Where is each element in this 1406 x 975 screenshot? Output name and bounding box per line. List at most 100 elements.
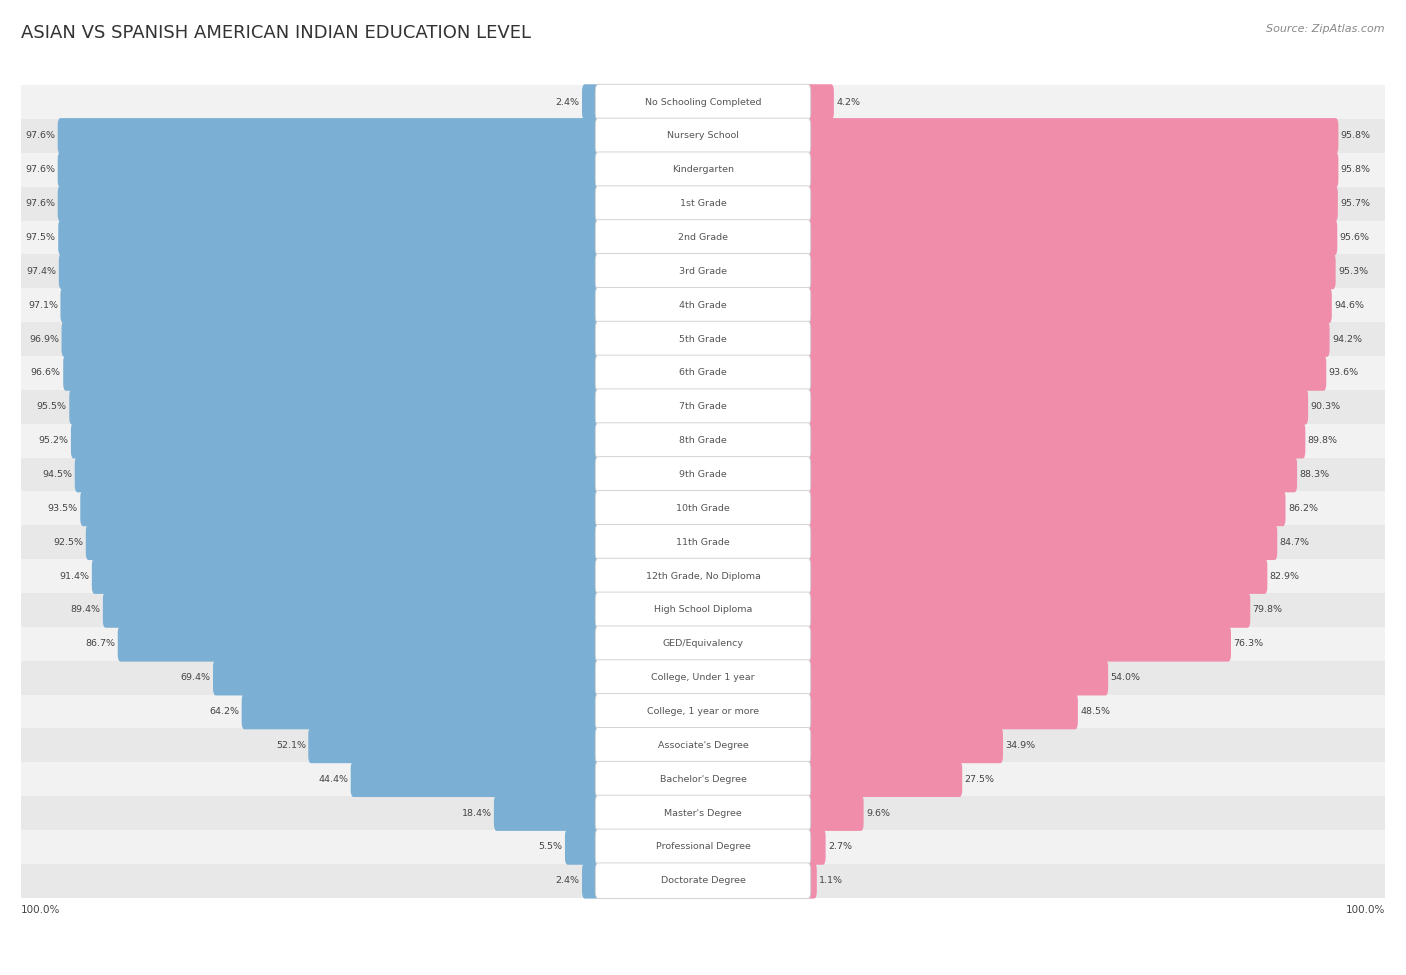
Text: 97.6%: 97.6% bbox=[25, 199, 55, 209]
FancyBboxPatch shape bbox=[63, 355, 600, 391]
FancyBboxPatch shape bbox=[595, 660, 811, 695]
Bar bbox=[21, 424, 1385, 457]
Text: Kindergarten: Kindergarten bbox=[672, 166, 734, 175]
FancyBboxPatch shape bbox=[595, 152, 811, 187]
Text: 88.3%: 88.3% bbox=[1299, 470, 1330, 479]
FancyBboxPatch shape bbox=[308, 727, 600, 763]
FancyBboxPatch shape bbox=[806, 186, 1339, 221]
FancyBboxPatch shape bbox=[595, 525, 811, 560]
Bar bbox=[21, 457, 1385, 491]
Text: 2nd Grade: 2nd Grade bbox=[678, 233, 728, 242]
FancyBboxPatch shape bbox=[75, 456, 600, 492]
Bar bbox=[21, 119, 1385, 153]
FancyBboxPatch shape bbox=[806, 829, 825, 865]
FancyBboxPatch shape bbox=[565, 829, 600, 865]
Text: 5th Grade: 5th Grade bbox=[679, 334, 727, 343]
FancyBboxPatch shape bbox=[58, 152, 600, 187]
FancyBboxPatch shape bbox=[806, 592, 1250, 628]
FancyBboxPatch shape bbox=[595, 796, 811, 831]
Text: 95.6%: 95.6% bbox=[1340, 233, 1369, 242]
FancyBboxPatch shape bbox=[103, 592, 600, 628]
Text: 93.6%: 93.6% bbox=[1329, 369, 1358, 377]
FancyBboxPatch shape bbox=[58, 118, 600, 154]
FancyBboxPatch shape bbox=[582, 863, 600, 899]
Text: 7th Grade: 7th Grade bbox=[679, 403, 727, 411]
Bar bbox=[21, 627, 1385, 661]
FancyBboxPatch shape bbox=[69, 389, 600, 425]
Bar bbox=[21, 153, 1385, 187]
FancyBboxPatch shape bbox=[595, 456, 811, 492]
FancyBboxPatch shape bbox=[582, 84, 600, 120]
FancyBboxPatch shape bbox=[494, 796, 600, 831]
FancyBboxPatch shape bbox=[70, 423, 600, 458]
FancyBboxPatch shape bbox=[59, 254, 600, 290]
Text: 86.2%: 86.2% bbox=[1288, 504, 1317, 513]
Text: 12th Grade, No Diploma: 12th Grade, No Diploma bbox=[645, 571, 761, 580]
FancyBboxPatch shape bbox=[86, 525, 600, 560]
Text: GED/Equivalency: GED/Equivalency bbox=[662, 640, 744, 648]
Text: 1st Grade: 1st Grade bbox=[679, 199, 727, 209]
Text: 97.6%: 97.6% bbox=[25, 166, 55, 175]
FancyBboxPatch shape bbox=[595, 321, 811, 357]
Text: 9th Grade: 9th Grade bbox=[679, 470, 727, 479]
Text: 27.5%: 27.5% bbox=[965, 775, 994, 784]
FancyBboxPatch shape bbox=[806, 389, 1308, 425]
Text: 8th Grade: 8th Grade bbox=[679, 436, 727, 446]
Text: Nursery School: Nursery School bbox=[666, 132, 740, 140]
FancyBboxPatch shape bbox=[806, 118, 1339, 154]
Bar bbox=[21, 559, 1385, 593]
Text: High School Diploma: High School Diploma bbox=[654, 605, 752, 614]
FancyBboxPatch shape bbox=[595, 761, 811, 797]
FancyBboxPatch shape bbox=[595, 727, 811, 763]
Text: 90.3%: 90.3% bbox=[1310, 403, 1341, 411]
FancyBboxPatch shape bbox=[806, 490, 1285, 526]
Text: 3rd Grade: 3rd Grade bbox=[679, 267, 727, 276]
FancyBboxPatch shape bbox=[595, 829, 811, 865]
Text: 52.1%: 52.1% bbox=[276, 741, 307, 750]
Text: Associate's Degree: Associate's Degree bbox=[658, 741, 748, 750]
FancyBboxPatch shape bbox=[595, 254, 811, 290]
Text: Bachelor's Degree: Bachelor's Degree bbox=[659, 775, 747, 784]
Text: Professional Degree: Professional Degree bbox=[655, 842, 751, 851]
Text: Source: ZipAtlas.com: Source: ZipAtlas.com bbox=[1267, 24, 1385, 34]
FancyBboxPatch shape bbox=[212, 660, 600, 695]
FancyBboxPatch shape bbox=[58, 186, 600, 221]
Text: 95.5%: 95.5% bbox=[37, 403, 67, 411]
Text: 48.5%: 48.5% bbox=[1080, 707, 1111, 716]
FancyBboxPatch shape bbox=[806, 456, 1298, 492]
Legend: Asian, Spanish American Indian: Asian, Spanish American Indian bbox=[581, 970, 825, 975]
Text: 95.7%: 95.7% bbox=[1340, 199, 1371, 209]
FancyBboxPatch shape bbox=[595, 288, 811, 323]
Text: 93.5%: 93.5% bbox=[48, 504, 77, 513]
FancyBboxPatch shape bbox=[806, 423, 1305, 458]
Bar bbox=[21, 187, 1385, 220]
Text: 44.4%: 44.4% bbox=[318, 775, 349, 784]
FancyBboxPatch shape bbox=[595, 592, 811, 628]
FancyBboxPatch shape bbox=[595, 219, 811, 255]
Text: Master's Degree: Master's Degree bbox=[664, 808, 742, 818]
Text: 69.4%: 69.4% bbox=[180, 673, 211, 682]
Bar bbox=[21, 356, 1385, 390]
FancyBboxPatch shape bbox=[595, 863, 811, 899]
FancyBboxPatch shape bbox=[118, 626, 600, 662]
Bar bbox=[21, 694, 1385, 728]
Text: 2.4%: 2.4% bbox=[555, 877, 579, 885]
Bar bbox=[21, 322, 1385, 356]
FancyBboxPatch shape bbox=[80, 490, 600, 526]
Text: 94.2%: 94.2% bbox=[1331, 334, 1362, 343]
Text: 96.6%: 96.6% bbox=[31, 369, 60, 377]
Bar bbox=[21, 661, 1385, 694]
Bar bbox=[21, 728, 1385, 762]
Text: 54.0%: 54.0% bbox=[1111, 673, 1140, 682]
Bar bbox=[21, 491, 1385, 526]
FancyBboxPatch shape bbox=[595, 693, 811, 729]
Text: No Schooling Completed: No Schooling Completed bbox=[645, 98, 761, 106]
FancyBboxPatch shape bbox=[806, 254, 1336, 290]
Text: 82.9%: 82.9% bbox=[1270, 571, 1299, 580]
Text: 100.0%: 100.0% bbox=[1346, 905, 1385, 915]
Bar bbox=[21, 85, 1385, 119]
FancyBboxPatch shape bbox=[806, 219, 1337, 255]
Text: 95.2%: 95.2% bbox=[38, 436, 69, 446]
FancyBboxPatch shape bbox=[806, 355, 1326, 391]
Text: 84.7%: 84.7% bbox=[1279, 537, 1309, 547]
